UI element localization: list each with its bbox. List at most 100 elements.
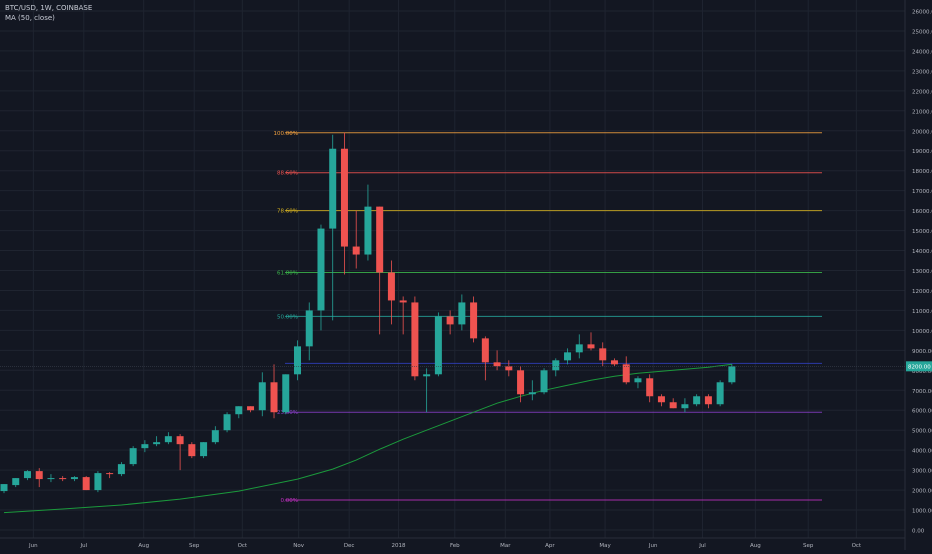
y-tick-label: 4000.00 bbox=[912, 449, 932, 455]
y-tick-label: 22000.00 bbox=[912, 89, 932, 95]
candle-body bbox=[70, 477, 78, 480]
x-tick-label: Feb bbox=[450, 543, 460, 549]
x-tick-label: Sep bbox=[189, 543, 200, 549]
candle-body bbox=[117, 464, 125, 475]
x-tick-label: Dec bbox=[344, 543, 355, 549]
candle-body bbox=[599, 348, 607, 361]
candle-body bbox=[634, 378, 642, 383]
y-tick-label: 26000.00 bbox=[912, 10, 932, 16]
y-tick-label: 1000.00 bbox=[912, 509, 932, 515]
candles-layer bbox=[0, 132, 736, 494]
candle-body bbox=[258, 382, 266, 411]
candle-body bbox=[458, 302, 466, 325]
candle-body bbox=[223, 414, 231, 431]
x-tick-label: Jun bbox=[648, 543, 658, 549]
x-tick-label: Jul bbox=[698, 543, 706, 549]
candle-body bbox=[564, 352, 572, 361]
candle-body bbox=[270, 382, 278, 413]
y-tick-label: 16000.00 bbox=[912, 209, 932, 215]
candle-body bbox=[106, 473, 114, 475]
candle-body bbox=[552, 360, 560, 371]
candle-body bbox=[0, 484, 8, 492]
candle-body bbox=[305, 310, 313, 347]
candle-body bbox=[493, 362, 501, 367]
last-price-label: 8200.00 bbox=[908, 365, 931, 371]
y-tick-label: 14000.00 bbox=[912, 249, 932, 255]
candle-body bbox=[622, 364, 630, 383]
candle-body bbox=[669, 402, 677, 409]
y-tick-label: 2000.00 bbox=[912, 489, 932, 495]
candle-body bbox=[129, 448, 137, 465]
y-tick-label: 18000.00 bbox=[912, 169, 932, 175]
candle-body bbox=[411, 302, 419, 377]
chart-legend: BTC/USD, 1W, COINBASE MA (50, close) bbox=[5, 3, 92, 23]
symbol-title[interactable]: BTC/USD, 1W, COINBASE bbox=[5, 4, 93, 12]
y-tick-label: 17000.00 bbox=[912, 189, 932, 195]
candle-body bbox=[282, 374, 290, 413]
fib-retracement[interactable]: 100.00% 88.60% 78.60% 61.80% 50.00% 23.60% 0.0… bbox=[274, 131, 822, 504]
y-tick-label: 13000.00 bbox=[912, 269, 932, 275]
candle-body bbox=[211, 430, 219, 443]
candle-body bbox=[364, 206, 372, 255]
candle-body bbox=[35, 471, 43, 480]
candle-body bbox=[704, 396, 712, 405]
candle-body bbox=[340, 148, 348, 247]
candle-body bbox=[153, 442, 161, 445]
candle-body bbox=[141, 444, 149, 449]
ma-line-layer bbox=[3, 363, 732, 514]
y-tick-label: 21000.00 bbox=[912, 109, 932, 115]
y-tick-label: 0.00 bbox=[912, 529, 925, 535]
candle-body bbox=[446, 316, 454, 325]
candle-body bbox=[575, 344, 583, 353]
x-tick-label: Sep bbox=[803, 543, 814, 549]
candle-body bbox=[517, 370, 525, 395]
candle-body bbox=[176, 436, 184, 445]
x-tick-label: Oct bbox=[852, 543, 862, 549]
candle-body bbox=[693, 396, 701, 405]
fib-level-label: 0.00% bbox=[281, 498, 298, 504]
x-tick-label: Aug bbox=[750, 543, 761, 549]
candle-body bbox=[317, 228, 325, 311]
y-tick-label: 12000.00 bbox=[912, 289, 932, 295]
fib-level-label: 100.00% bbox=[274, 131, 298, 137]
candle-body bbox=[200, 442, 208, 457]
time-axis[interactable]: Jun Jul Aug Sep Oct Nov Dec 2018 Feb Mar Apr May Jun… bbox=[0, 537, 905, 549]
y-tick-label: 15000.00 bbox=[912, 229, 932, 235]
x-tick-label: Mar bbox=[500, 543, 511, 549]
candle-body bbox=[540, 370, 548, 393]
candle-body bbox=[329, 148, 337, 229]
fib-level-label: 50.00% bbox=[277, 314, 298, 320]
candle-body bbox=[59, 478, 67, 480]
candle-body bbox=[587, 344, 595, 349]
grid-lines bbox=[0, 0, 905, 538]
x-tick-label: 2018 bbox=[391, 543, 405, 549]
candle-body bbox=[94, 473, 102, 491]
candle-body bbox=[12, 478, 20, 486]
x-tick-label: Oct bbox=[238, 543, 248, 549]
x-tick-label: May bbox=[599, 543, 611, 549]
y-tick-label: 5000.00 bbox=[912, 429, 932, 435]
x-tick-label: Jul bbox=[80, 543, 88, 549]
y-tick-label: 23000.00 bbox=[912, 69, 932, 75]
y-tick-label: 8000.00 bbox=[912, 369, 932, 375]
candle-body bbox=[387, 272, 395, 301]
candle-body bbox=[164, 436, 172, 443]
fib-level-label: 23.60% bbox=[277, 410, 298, 416]
candle-body bbox=[728, 366, 736, 383]
last-price-badge bbox=[906, 361, 932, 372]
candle-body bbox=[434, 316, 442, 375]
y-tick-label: 3000.00 bbox=[912, 469, 932, 475]
ma-line bbox=[3, 363, 732, 514]
y-tick-label: 25000.00 bbox=[912, 29, 932, 35]
x-tick-label: Jun bbox=[28, 543, 38, 549]
candle-body bbox=[294, 346, 301, 375]
indicator-label[interactable]: MA (50, close) bbox=[5, 14, 55, 22]
y-tick-label: 11000.00 bbox=[912, 309, 932, 315]
fib-level-label: 61.80% bbox=[277, 270, 298, 276]
candle-body bbox=[610, 360, 618, 365]
y-tick-label: 7000.00 bbox=[912, 389, 932, 395]
candle-body bbox=[716, 382, 724, 405]
